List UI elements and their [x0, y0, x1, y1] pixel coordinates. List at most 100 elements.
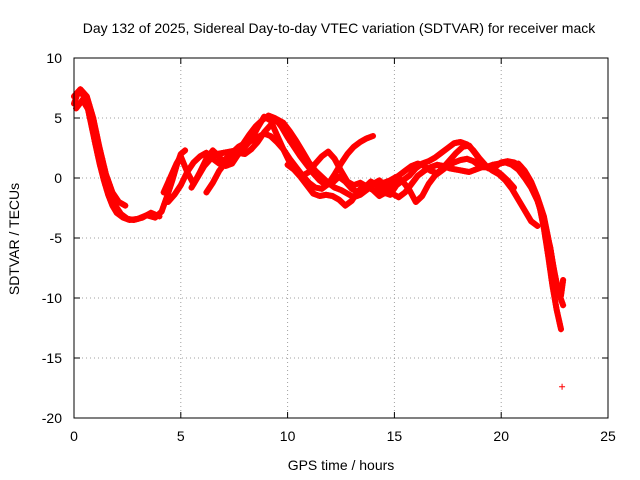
data-point: [554, 309, 561, 316]
data-point: [101, 171, 108, 178]
data-point: [541, 218, 548, 225]
data-point: [182, 171, 189, 178]
data-point: [178, 156, 185, 162]
data-point: [535, 196, 542, 203]
data-point: [511, 184, 518, 191]
data-point: [544, 232, 551, 239]
data-point: [550, 264, 557, 271]
data-point: [103, 179, 110, 186]
data-point: [97, 154, 104, 161]
data-point: [552, 275, 559, 282]
data-point: [88, 118, 95, 125]
data-point: [95, 146, 102, 153]
data-point: [543, 226, 550, 233]
data-point: [133, 216, 140, 223]
data-point: [181, 174, 188, 181]
y-tick-label: -10: [42, 290, 62, 306]
data-point: [544, 229, 551, 236]
data-point: [541, 216, 548, 223]
data-point: [536, 199, 543, 206]
data-point: [180, 176, 187, 183]
series-outlier: [559, 383, 566, 390]
data-point: [159, 206, 166, 213]
data-point: [559, 383, 566, 390]
y-axis-label: SDTVAR / TECUs: [6, 183, 22, 295]
data-point: [91, 129, 98, 136]
data-point: [83, 93, 90, 100]
data-point: [104, 181, 111, 188]
x-tick-label: 25: [600, 428, 616, 444]
data-point: [96, 151, 103, 158]
data-point: [538, 205, 545, 212]
data-point: [179, 179, 186, 186]
data-points: [71, 86, 567, 390]
data-point: [528, 178, 535, 185]
data-point: [96, 149, 103, 156]
data-point: [88, 115, 95, 122]
data-point: [94, 140, 101, 147]
data-point: [533, 191, 540, 198]
y-tick-label: -20: [42, 410, 62, 426]
data-point: [537, 202, 544, 209]
y-tick-label: -15: [42, 350, 62, 366]
data-point: [555, 315, 562, 322]
data-point: [177, 182, 184, 189]
data-point: [102, 173, 109, 180]
data-point: [90, 126, 97, 133]
data-point: [560, 302, 567, 309]
series-track-3: [73, 97, 163, 223]
data-point: [551, 269, 558, 276]
data-point: [156, 213, 163, 220]
data-point: [164, 193, 171, 200]
x-tick-label: 0: [70, 428, 78, 444]
data-point: [530, 183, 537, 190]
data-point: [103, 176, 110, 183]
data-point: [529, 181, 536, 188]
data-point: [85, 107, 92, 114]
data-point: [99, 163, 106, 170]
data-point: [98, 157, 105, 164]
data-point: [534, 223, 541, 229]
data-point: [182, 147, 189, 154]
data-point: [540, 210, 547, 217]
data-point: [534, 194, 541, 201]
data-point: [107, 190, 114, 197]
data-point: [108, 193, 115, 199]
data-point: [89, 121, 96, 128]
data-point: [109, 195, 116, 202]
data-point: [549, 261, 556, 268]
data-point: [543, 224, 550, 231]
grid: [74, 58, 608, 418]
y-tick-label: 0: [54, 170, 62, 186]
series-track-9: [515, 160, 567, 299]
data-point: [558, 326, 565, 333]
data-point: [105, 184, 112, 191]
data-point: [552, 272, 559, 279]
data-point: [370, 133, 377, 139]
data-point: [100, 165, 107, 172]
data-point: [93, 137, 100, 144]
x-tick-label: 10: [280, 428, 296, 444]
axis-ticks: 0 5 10 15 20 25 -20 -15 -10 -5 0 5 10: [42, 50, 616, 444]
data-point: [557, 323, 564, 330]
data-point: [130, 217, 137, 223]
series-track-7: [203, 116, 518, 201]
data-point: [181, 161, 188, 168]
data-point: [539, 207, 546, 214]
data-point: [556, 320, 563, 327]
y-tick-label: -5: [50, 230, 63, 246]
x-tick-label: 20: [493, 428, 509, 444]
data-point: [94, 143, 101, 150]
data-point: [160, 203, 167, 210]
data-point: [177, 153, 184, 160]
data-point: [93, 134, 100, 141]
chart-title: Day 132 of 2025, Sidereal Day-to-day VTE…: [83, 20, 596, 36]
data-point: [540, 213, 547, 220]
data-point: [542, 221, 549, 228]
data-point: [86, 110, 93, 117]
data-point: [158, 208, 165, 215]
data-point: [549, 259, 556, 265]
data-point: [100, 168, 107, 175]
